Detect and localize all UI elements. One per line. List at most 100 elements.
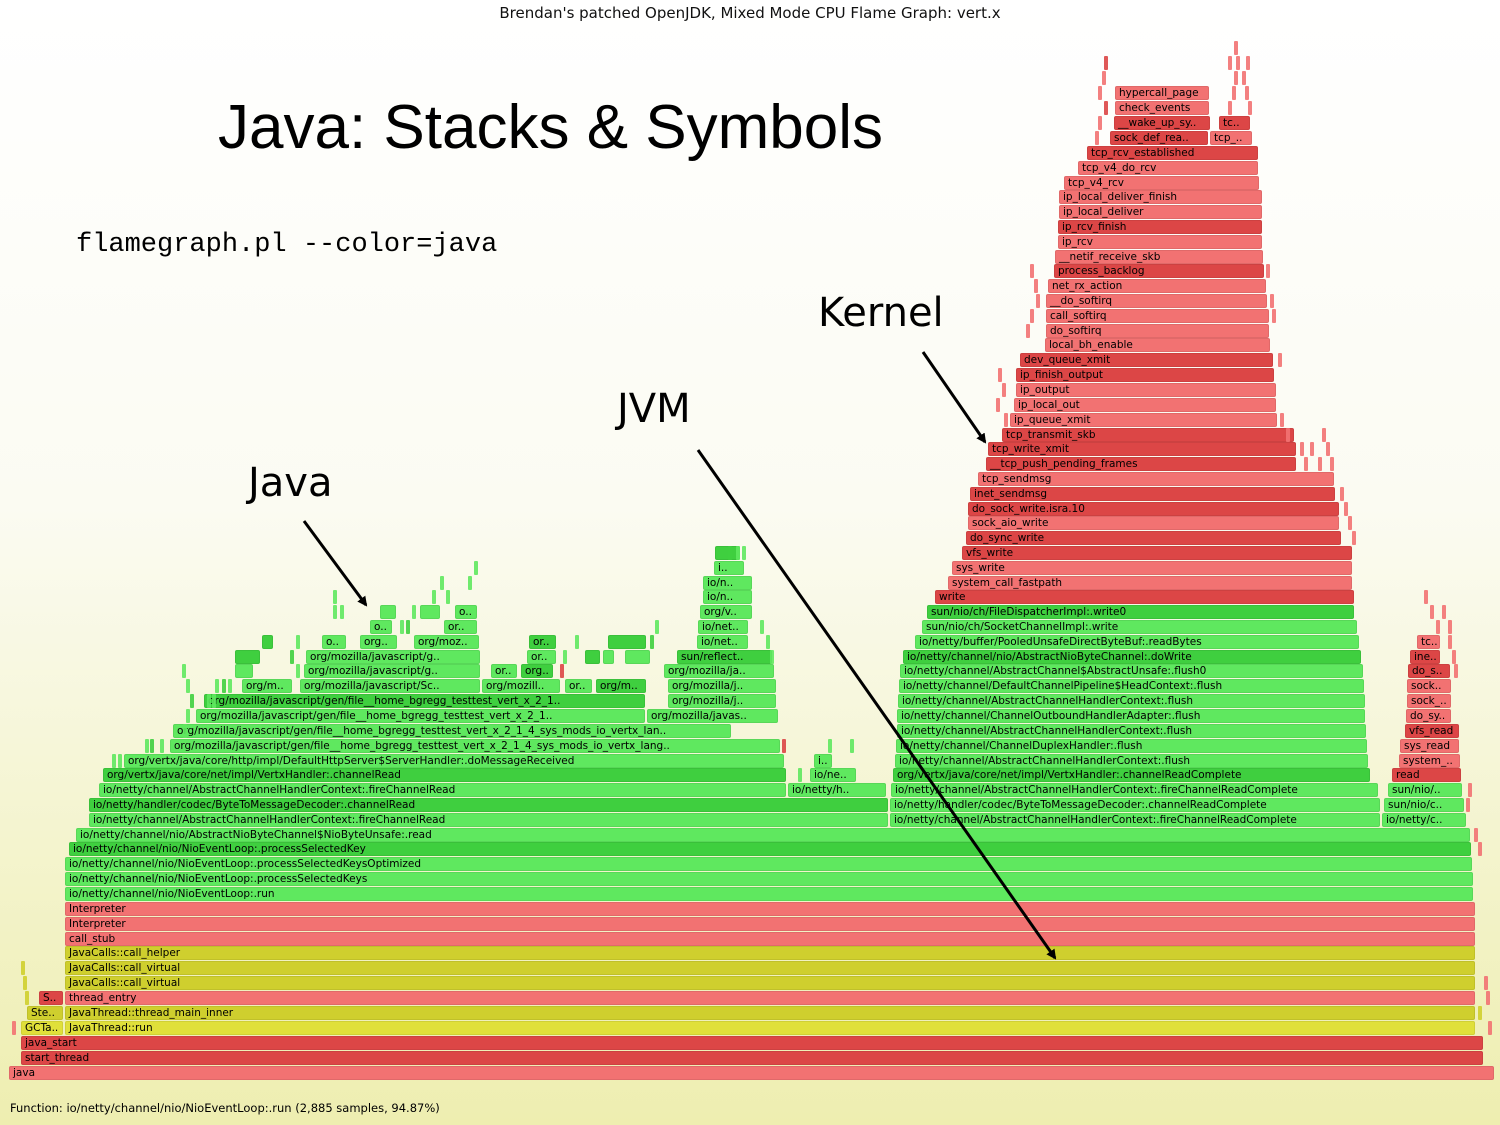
flame-frame-sliver[interactable]: [770, 650, 774, 664]
flame-frame-sliver[interactable]: [1430, 605, 1434, 619]
flame-frame-sliver[interactable]: [850, 739, 854, 753]
flame-frame[interactable]: ip_rcv: [1058, 235, 1262, 249]
flame-frame-sliver[interactable]: [1304, 457, 1308, 471]
flame-frame-sliver[interactable]: [1300, 442, 1304, 456]
flame-frame-sliver[interactable]: [563, 650, 567, 664]
flame-frame[interactable]: io/netty/channel/nio/NioEventLoop:.proce…: [69, 842, 1471, 856]
flame-frame[interactable]: io/netty/channel/AbstractChannelHandlerC…: [895, 754, 1368, 768]
flame-frame[interactable]: org/mozilla/javascript/gen/file__home_bg…: [170, 739, 780, 753]
flame-frame[interactable]: io/netty/channel/AbstractChannelHandlerC…: [897, 724, 1366, 738]
flame-frame-sliver[interactable]: [145, 739, 149, 753]
flame-frame[interactable]: JavaCalls::call_virtual: [65, 976, 1475, 990]
flame-frame[interactable]: io/netty/channel/nio/NioEventLoop:.proce…: [65, 872, 1473, 886]
flame-frame[interactable]: ip_local_out: [1014, 398, 1276, 412]
flame-frame[interactable]: io/netty/handler/codec/ByteToMessageDeco…: [89, 798, 888, 812]
flame-frame[interactable]: ip_finish_output: [1016, 368, 1274, 382]
flame-frame[interactable]: sun/nio/..: [1388, 783, 1462, 797]
flame-frame-sliver[interactable]: [1484, 976, 1488, 990]
flame-frame[interactable]: java: [9, 1066, 1494, 1080]
flame-frame[interactable]: ine..: [1410, 650, 1440, 664]
flame-frame-sliver[interactable]: [1002, 383, 1006, 397]
flame-frame[interactable]: tcp_rcv_established: [1087, 146, 1258, 160]
flame-frame-sliver[interactable]: [766, 635, 770, 649]
flame-frame[interactable]: io/netty/channel/nio/AbstractNioByteChan…: [76, 828, 1470, 842]
flame-frame-sliver[interactable]: [1286, 428, 1290, 442]
flame-frame[interactable]: org/mozilla/javascript/gen/file__home_bg…: [204, 694, 645, 708]
flame-frame-sliver[interactable]: [998, 368, 1002, 382]
flame-frame[interactable]: vfs_read: [1405, 724, 1459, 738]
flame-frame-sliver[interactable]: [1030, 309, 1034, 323]
flame-frame[interactable]: or..: [491, 664, 517, 678]
flame-frame[interactable]: hypercall_page: [1115, 86, 1209, 100]
flame-frame-sliver[interactable]: [1436, 620, 1440, 634]
flame-frame[interactable]: [585, 650, 600, 664]
flame-frame[interactable]: i..: [714, 561, 744, 575]
flame-frame-sliver[interactable]: [1442, 605, 1446, 619]
flame-frame[interactable]: io/netty/channel/nio/NioEventLoop:.proce…: [65, 857, 1472, 871]
flame-frame[interactable]: ip_local_deliver_finish: [1059, 190, 1262, 204]
flame-frame[interactable]: [625, 650, 650, 664]
flame-frame-sliver[interactable]: [222, 679, 226, 693]
flame-frame[interactable]: org/mozilla/javascript/g..: [304, 664, 480, 678]
flame-frame-sliver[interactable]: [782, 739, 786, 753]
flame-frame-sliver[interactable]: [290, 650, 294, 664]
flame-frame[interactable]: org/mozilla/javascript/g..: [306, 650, 480, 664]
flame-frame[interactable]: ip_local_deliver: [1059, 205, 1262, 219]
flame-frame-sliver[interactable]: [655, 620, 659, 634]
flame-frame[interactable]: io/netty/channel/AbstractChannelHandlerC…: [898, 694, 1365, 708]
flame-frame-sliver[interactable]: [996, 398, 1000, 412]
flame-frame[interactable]: i..: [814, 754, 832, 768]
flame-frame[interactable]: JavaCalls::call_helper: [65, 946, 1475, 960]
flame-frame[interactable]: org/mozilla/ja..: [664, 664, 774, 678]
flame-frame-sliver[interactable]: [575, 635, 579, 649]
flame-frame-sliver[interactable]: [742, 546, 746, 560]
flame-frame[interactable]: sys_write: [952, 561, 1352, 575]
flame-frame[interactable]: org/mozilla/javascript/gen/file__home_bg…: [196, 709, 645, 723]
flame-frame[interactable]: [603, 650, 614, 664]
flame-frame[interactable]: io/net..: [698, 620, 748, 634]
flame-frame[interactable]: [420, 605, 440, 619]
flame-frame[interactable]: [235, 664, 253, 678]
flame-frame[interactable]: org..: [521, 664, 553, 678]
flame-frame[interactable]: __wake_up_sy..: [1114, 116, 1210, 130]
flame-frame[interactable]: tcp_v4_rcv: [1064, 176, 1259, 190]
flame-frame[interactable]: [608, 635, 646, 649]
flame-frame[interactable]: __do_softirq: [1046, 294, 1267, 308]
flame-frame-sliver[interactable]: [736, 546, 740, 560]
flame-frame[interactable]: vfs_write: [962, 546, 1352, 560]
flame-frame-sliver[interactable]: [1098, 116, 1102, 130]
flame-frame-sliver[interactable]: [1340, 487, 1344, 501]
flame-frame[interactable]: io/ne..: [810, 768, 856, 782]
flame-frame[interactable]: read: [1392, 768, 1461, 782]
flame-frame[interactable]: io/netty/channel/nio/NioEventLoop:.run: [65, 887, 1473, 901]
flame-frame-sliver[interactable]: [1236, 56, 1240, 70]
flame-frame-sliver[interactable]: [183, 724, 187, 738]
flame-frame[interactable]: or..: [565, 679, 592, 693]
flame-frame-sliver[interactable]: [1478, 1006, 1482, 1020]
flame-frame-sliver[interactable]: [1488, 1021, 1492, 1035]
flame-frame-sliver[interactable]: [215, 679, 219, 693]
flame-frame-sliver[interactable]: [186, 709, 190, 723]
flame-frame[interactable]: sun/nio/ch/FileDispatcherImpl:.write0: [927, 605, 1354, 619]
flame-frame[interactable]: io/netty/channel/AbstractChannel$Abstrac…: [900, 664, 1363, 678]
flame-frame-sliver[interactable]: [728, 546, 732, 560]
flame-frame[interactable]: o..: [370, 620, 392, 634]
flame-frame[interactable]: io/netty/channel/AbstractChannelHandlerC…: [890, 813, 1380, 827]
flame-frame[interactable]: io/netty/channel/AbstractChannelHandlerC…: [99, 783, 786, 797]
flame-frame-sliver[interactable]: [1468, 783, 1472, 797]
flame-frame-sliver[interactable]: [798, 768, 802, 782]
flame-frame-sliver[interactable]: [1248, 101, 1252, 115]
flame-frame[interactable]: write: [935, 590, 1354, 604]
flame-frame-sliver[interactable]: [1310, 442, 1314, 456]
flame-frame[interactable]: call_softirq: [1046, 309, 1269, 323]
flame-frame-sliver[interactable]: [1272, 309, 1276, 323]
flame-frame-sliver[interactable]: [560, 664, 564, 678]
flame-frame[interactable]: [235, 650, 260, 664]
flame-frame-sliver[interactable]: [1352, 531, 1356, 545]
flame-frame-sliver[interactable]: [1246, 56, 1250, 70]
flame-frame-sliver[interactable]: [212, 694, 216, 708]
flame-frame[interactable]: tcp_v4_do_rcv: [1078, 161, 1258, 175]
flame-frame-sliver[interactable]: [1102, 71, 1106, 85]
flame-frame[interactable]: io/net..: [697, 635, 748, 649]
flame-frame[interactable]: org/m..: [242, 679, 292, 693]
